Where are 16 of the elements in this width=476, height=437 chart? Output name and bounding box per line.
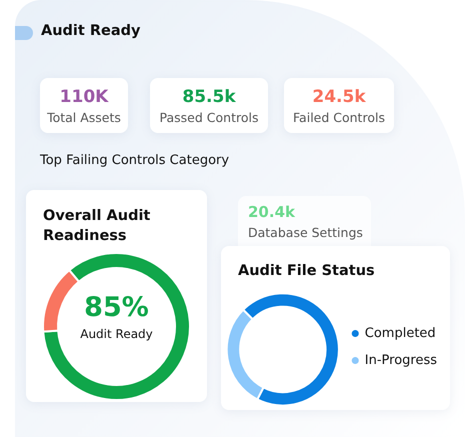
text: Top Failing Controls Category <box>40 153 230 168</box>
text: Total Assets <box>46 110 122 125</box>
text: Passed Controls <box>158 110 260 125</box>
text: Audit Ready <box>41 23 140 39</box>
chart-title: Overall Audit Readiness <box>43 207 152 246</box>
text: 20.4k <box>248 203 295 221</box>
text: Failed Controls <box>292 110 386 125</box>
legend-label: Completed <box>364 326 436 341</box>
text: 110K <box>58 87 110 107</box>
chart-title: Audit File Status <box>238 263 375 279</box>
text: 24.5k <box>311 87 367 107</box>
legend-label: In-Progress <box>364 353 438 368</box>
text: Audit Ready <box>80 327 153 341</box>
text: Database Settings <box>248 225 363 240</box>
data-label: 85% <box>84 292 149 323</box>
text: 85.5k <box>181 87 237 107</box>
